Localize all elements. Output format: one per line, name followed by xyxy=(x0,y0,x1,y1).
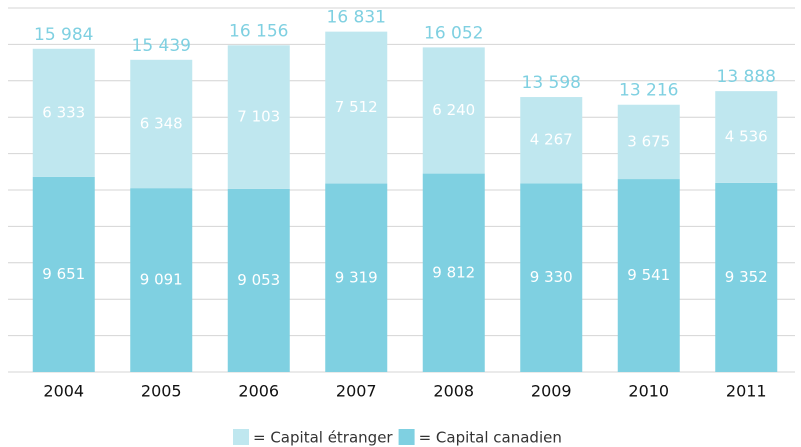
bar-segment xyxy=(520,183,583,372)
total-label: 16 052 xyxy=(424,23,483,43)
x-tick-label: 2007 xyxy=(336,382,377,401)
segment-label: 6 348 xyxy=(140,114,183,132)
segment-label: 7 103 xyxy=(237,108,280,126)
bar-segment xyxy=(32,48,95,177)
bar-segment xyxy=(715,91,778,183)
bar-segment xyxy=(325,183,388,372)
x-tick-label: 2009 xyxy=(531,382,572,401)
bar-segment xyxy=(325,31,388,184)
total-label: 16 156 xyxy=(229,21,288,41)
bar-segment xyxy=(617,179,680,372)
bar-segment xyxy=(130,59,193,189)
bar-segment xyxy=(617,104,680,180)
segment-label: 9 091 xyxy=(140,271,183,289)
legend-label: = Capital canadien xyxy=(419,429,562,447)
x-tick-label: 2004 xyxy=(43,382,84,401)
x-tick-label: 2008 xyxy=(433,382,474,401)
bar-segment xyxy=(32,176,95,372)
segment-label: 4 536 xyxy=(725,128,768,146)
segment-label: 9 352 xyxy=(725,268,768,286)
bar-segment xyxy=(130,188,193,372)
segment-label: 6 333 xyxy=(42,103,85,121)
total-label: 15 439 xyxy=(132,36,191,56)
bar-segment xyxy=(227,188,290,372)
total-label: 15 984 xyxy=(34,25,93,45)
bar-segment xyxy=(520,97,583,184)
segment-label: 7 512 xyxy=(335,98,378,116)
segment-label: 9 812 xyxy=(432,263,475,281)
legend-swatch xyxy=(233,429,249,445)
bar-segment xyxy=(227,45,290,189)
bar-segment xyxy=(422,173,485,372)
total-label: 13 888 xyxy=(717,67,776,87)
total-label: 13 216 xyxy=(619,81,678,101)
segment-label: 4 267 xyxy=(530,131,573,149)
x-tick-label: 2006 xyxy=(238,382,279,401)
segment-label: 9 319 xyxy=(335,268,378,286)
segment-label: 9 651 xyxy=(42,265,85,283)
total-label: 16 831 xyxy=(327,8,386,28)
bar-segment xyxy=(715,182,778,372)
segment-label: 9 541 xyxy=(627,266,670,284)
segment-label: 3 675 xyxy=(627,132,670,150)
segment-label: 9 053 xyxy=(237,271,280,289)
x-tick-label: 2011 xyxy=(726,382,767,401)
total-label: 13 598 xyxy=(522,73,581,93)
legend-label: = Capital étranger xyxy=(253,429,393,447)
x-tick-label: 2010 xyxy=(628,382,669,401)
x-tick-label: 2005 xyxy=(141,382,182,401)
segment-label: 6 240 xyxy=(432,101,475,119)
bar-segment xyxy=(422,47,485,174)
legend-swatch xyxy=(398,429,415,445)
segment-label: 9 330 xyxy=(530,268,573,286)
